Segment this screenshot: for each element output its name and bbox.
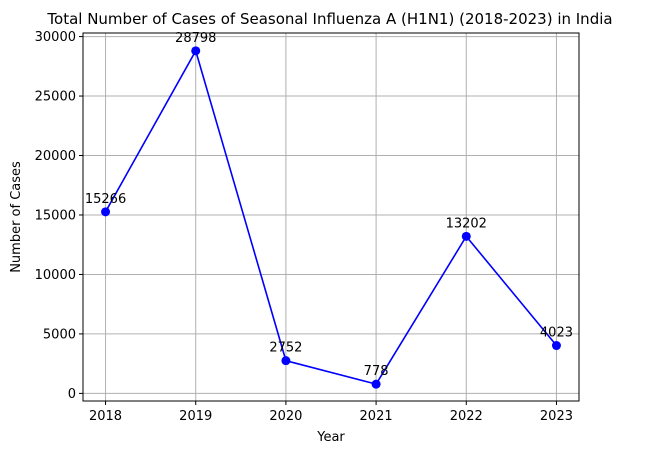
y-tick-label: 15000 (35, 208, 76, 223)
data-label: 15266 (85, 192, 126, 207)
x-tick-label: 2022 (450, 409, 483, 424)
data-point (551, 341, 561, 351)
y-tick-label: 0 (68, 387, 76, 402)
y-tick-label: 25000 (35, 90, 76, 105)
x-tick-label: 2023 (540, 409, 573, 424)
data-label: 4023 (540, 326, 573, 341)
y-tick-label: 30000 (35, 30, 76, 45)
chart-title: Total Number of Cases of Seasonal Influe… (46, 10, 612, 28)
series (101, 46, 561, 389)
data-point (191, 46, 201, 56)
y-axis: 0 5000 10000 15000 20000 25000 30000 (35, 30, 83, 402)
x-tick-label: 2018 (89, 409, 122, 424)
x-tick-label: 2020 (269, 409, 302, 424)
data-label: 28798 (175, 31, 216, 46)
data-labels: 15266 28798 2752 778 13202 4023 (85, 31, 573, 379)
data-point (281, 356, 291, 366)
data-point (101, 207, 111, 217)
data-label: 13202 (446, 216, 487, 231)
x-tick-label: 2021 (360, 409, 393, 424)
x-tick-label: 2019 (179, 409, 212, 424)
series-line (104, 48, 558, 386)
grid (83, 33, 579, 401)
data-label: 2752 (269, 341, 302, 356)
data-point (371, 379, 381, 389)
data-point (461, 231, 471, 241)
data-label: 778 (364, 364, 389, 379)
y-tick-label: 10000 (35, 268, 76, 283)
y-axis-label: Number of Cases (9, 161, 24, 273)
y-tick-label: 20000 (35, 149, 76, 164)
y-tick-label: 5000 (43, 327, 76, 342)
plot-frame (82, 32, 580, 402)
x-axis-label: Year (316, 430, 345, 445)
x-axis: 2018 2019 2020 2021 2022 2023 (89, 401, 573, 424)
